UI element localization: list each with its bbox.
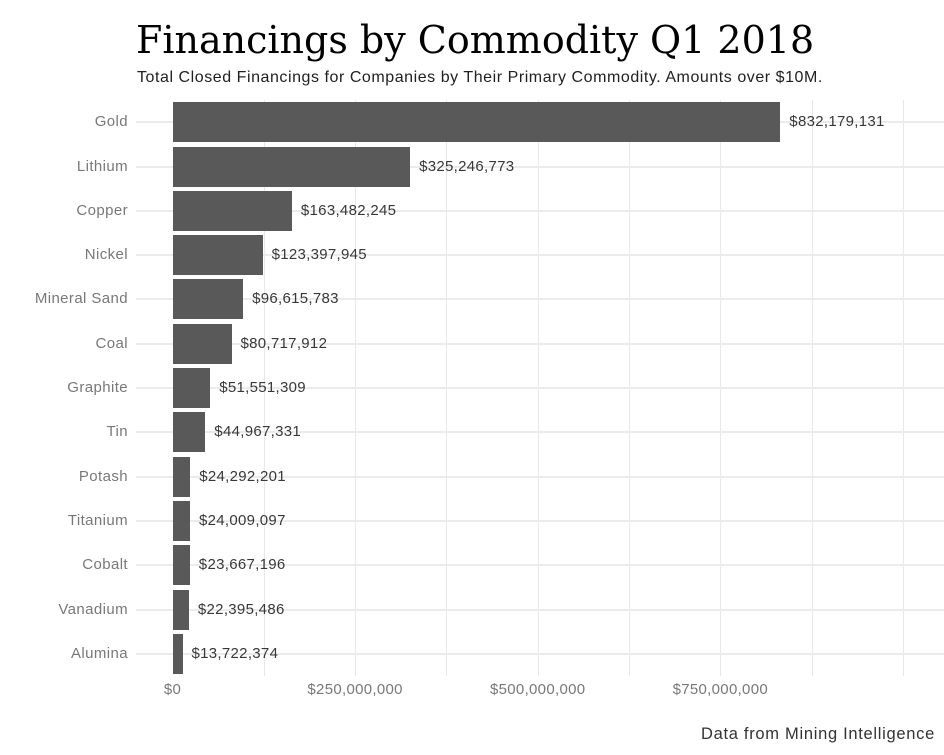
category-label: Alumina xyxy=(71,644,128,662)
h-gridline xyxy=(136,608,944,611)
bar xyxy=(172,235,263,276)
category-label: Gold xyxy=(94,113,128,131)
value-label: $163,482,245 xyxy=(300,201,397,219)
category-label: Vanadium xyxy=(58,600,128,618)
x-tick-label: $750,000,000 xyxy=(672,681,768,698)
x-tick-label: $0 xyxy=(163,681,182,698)
h-gridline xyxy=(136,298,944,301)
h-gridline xyxy=(136,475,944,478)
chart-subtitle: Total Closed Financings for Companies by… xyxy=(137,69,823,86)
chart-title: Financings by Commodity Q1 2018 xyxy=(136,18,815,62)
value-label: $13,722,374 xyxy=(191,644,279,662)
value-label: $22,395,486 xyxy=(197,600,285,618)
x-tick-label: $250,000,000 xyxy=(307,681,403,698)
bar xyxy=(172,323,232,364)
value-label: $325,246,773 xyxy=(419,157,515,175)
bar xyxy=(172,412,206,453)
value-label: $832,179,131 xyxy=(789,113,885,131)
value-label: $80,717,912 xyxy=(240,334,328,352)
category-label: Lithium xyxy=(76,157,128,175)
x-tick-label: $500,000,000 xyxy=(490,681,586,698)
data-source-note: Data from Mining Intelligence xyxy=(701,725,935,743)
category-label: Coal xyxy=(95,334,128,352)
bar xyxy=(172,368,211,408)
h-gridline xyxy=(136,342,944,345)
category-label: Nickel xyxy=(84,246,128,264)
category-label: Tin xyxy=(106,423,128,441)
category-label: Potash xyxy=(78,467,128,485)
bar xyxy=(172,545,190,586)
value-label: $24,009,097 xyxy=(199,511,286,529)
bar xyxy=(172,633,183,674)
h-gridline xyxy=(136,254,944,257)
h-gridline xyxy=(136,519,944,522)
value-label: $23,667,196 xyxy=(198,556,286,574)
bar xyxy=(172,102,781,143)
h-gridline xyxy=(136,165,944,168)
value-label: $24,292,201 xyxy=(199,467,286,485)
category-label: Titanium xyxy=(67,511,128,529)
bar xyxy=(172,279,244,320)
h-gridline xyxy=(136,564,944,567)
value-label: $96,615,783 xyxy=(252,290,339,308)
category-label: Copper xyxy=(76,201,128,219)
value-label: $51,551,309 xyxy=(219,379,306,396)
bar xyxy=(172,500,190,541)
bar xyxy=(172,146,411,187)
h-gridline xyxy=(136,387,944,389)
h-gridline xyxy=(136,431,944,434)
h-gridline xyxy=(136,209,944,212)
category-label: Cobalt xyxy=(82,556,128,574)
bar xyxy=(172,456,191,497)
bar xyxy=(172,190,292,231)
value-label: $123,397,945 xyxy=(271,246,367,264)
category-label: Mineral Sand xyxy=(34,290,128,308)
h-gridline xyxy=(136,652,944,655)
value-label: $44,967,331 xyxy=(214,423,302,441)
category-label: Graphite xyxy=(67,379,128,396)
bar xyxy=(172,589,189,630)
